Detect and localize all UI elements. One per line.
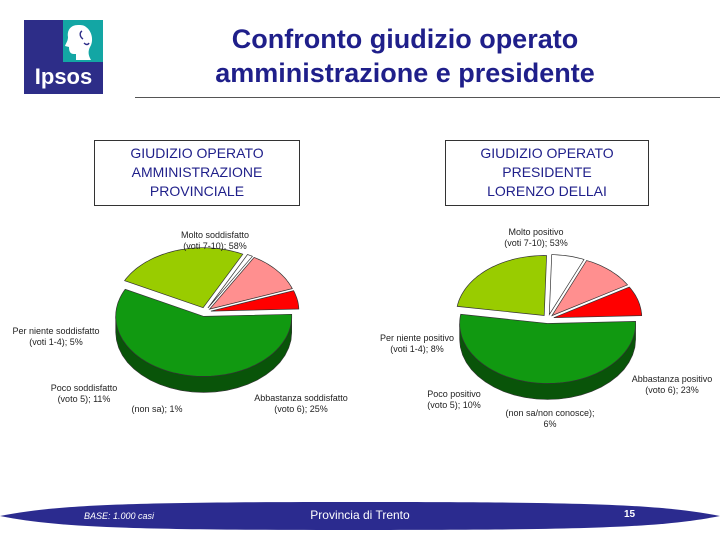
pie-1-slice-2 bbox=[207, 254, 253, 309]
head-silhouette-icon bbox=[65, 25, 93, 60]
chart-1-title-line-2: AMMINISTRAZIONE bbox=[131, 164, 263, 180]
pie-2-slice-4 bbox=[553, 286, 643, 319]
pie-1-slice-0 bbox=[115, 288, 293, 377]
chart-2-label-molto-positivo: Molto positivo (voti 7-10); 53% bbox=[504, 227, 568, 248]
chart-2-label-non-sa-non-conosce: (non sa/non conosce); 6% bbox=[505, 408, 595, 429]
footer-center-text: Provincia di Trento bbox=[310, 508, 410, 522]
page-title-line-2: amministrazione e presidente bbox=[215, 58, 595, 88]
pie-1-slice-3 bbox=[208, 256, 293, 310]
chart-1-title-line-3: PROVINCIALE bbox=[149, 183, 245, 199]
chart-1-label-abbastanza-soddisfatto: Abbastanza soddisfatto (voto 6); 25% bbox=[254, 393, 348, 414]
pie-2-slice-2 bbox=[548, 254, 585, 316]
pie-1-slice-1 bbox=[124, 247, 244, 309]
chart-1-label-molto-soddisfatto: Molto soddisfatto (voti 7-10); 58% bbox=[180, 230, 250, 251]
footer-page-number: 15 bbox=[624, 509, 636, 520]
logo-wordmark: Ipsos bbox=[34, 64, 93, 89]
pie-2-slice-0 bbox=[459, 313, 636, 384]
chart-1-label-per-niente-soddisfatto: Per niente soddisfatto (voti 1-4); 5% bbox=[12, 326, 100, 347]
footer-base-note: BASE: 1.000 casi bbox=[84, 511, 155, 521]
chart-2-title-box: GIUDIZIO OPERATO PRESIDENTE LORENZO DELL… bbox=[445, 140, 649, 206]
chart-1-title-line-1: GIUDIZIO OPERATO bbox=[130, 145, 264, 161]
chart-2-label-abbastanza-positivo: Abbastanza positivo (voto 6); 23% bbox=[631, 374, 713, 395]
chart-1-label-poco-soddisfatto: Poco soddisfatto (voto 5); 11% bbox=[50, 383, 118, 404]
pie-2-slice-1 bbox=[456, 255, 547, 316]
title-divider bbox=[135, 97, 720, 98]
chart-2-title-line-3: LORENZO DELLAI bbox=[487, 183, 607, 199]
page-title-line-1: Confronto giudizio operato bbox=[231, 24, 579, 54]
page-title: Confronto giudizio operato amministrazio… bbox=[150, 22, 660, 90]
footer-ellipse-shape bbox=[0, 502, 720, 530]
chart-2-title-line-1: GIUDIZIO OPERATO bbox=[480, 145, 614, 161]
chart-2-title-line-2: PRESIDENTE bbox=[502, 164, 592, 180]
chart-1-title-box: GIUDIZIO OPERATO AMMINISTRAZIONE PROVINC… bbox=[94, 140, 300, 206]
ipsos-logo: Ipsos bbox=[24, 20, 103, 94]
chart-1-label-non-sa: (non sa); 1% bbox=[131, 404, 183, 414]
chart-2-label-per-niente-positivo: Per niente positivo (voti 1-4); 8% bbox=[379, 333, 455, 354]
pie-2-slice-3 bbox=[551, 260, 629, 317]
chart-2-label-poco-positivo: Poco positivo (voto 5); 10% bbox=[427, 389, 481, 410]
footer-bar: BASE: 1.000 casi Provincia di Trento 15 bbox=[0, 502, 720, 530]
pie-1-slice-4 bbox=[210, 290, 300, 312]
